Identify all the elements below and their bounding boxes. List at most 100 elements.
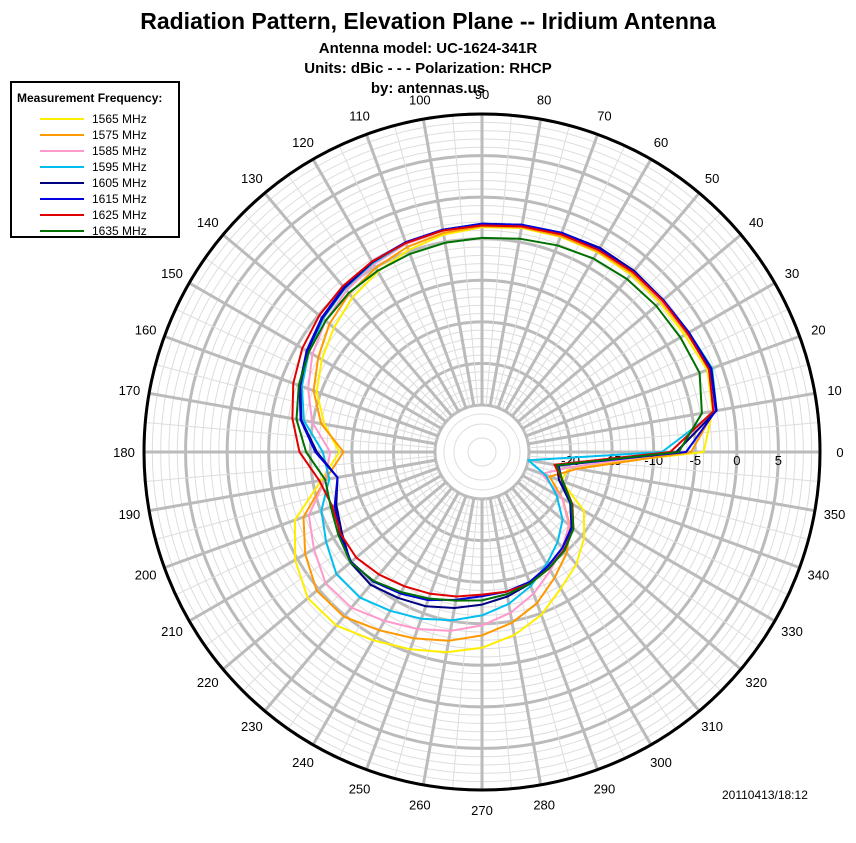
angle-tick-label: 30 [785,266,799,281]
legend-entry: 1625 MHz [12,207,180,223]
angle-tick-label: 230 [241,719,263,734]
angle-tick-label: 210 [161,624,183,639]
grid-spoke-minor [155,364,437,441]
grid-spoke-major [163,466,439,570]
angle-tick-label: 330 [781,624,803,639]
angle-tick-label: 340 [808,567,830,582]
grid-spoke-major [525,334,801,438]
angle-tick-label: 200 [135,567,157,582]
grid-circle-major [433,403,531,501]
grid-spoke-minor [242,484,450,692]
series-line-1 [302,225,716,642]
radial-tick-label: -5 [690,453,702,468]
grid-spoke-major [188,281,443,430]
angle-tick-label: 10 [827,383,841,398]
angle-tick-label: 180 [113,445,135,460]
grid-spoke-minor [514,212,722,420]
grid-spoke-minor [493,497,570,779]
polar-series [291,222,718,654]
grid-spoke-minor [175,471,440,596]
angle-tick-label: 110 [349,109,370,124]
grid-circle-inner [467,437,497,467]
grid-spoke-minor [145,422,436,449]
legend-entry: 1575 MHz [12,127,180,143]
grid-spoke-major [311,491,460,746]
angle-tick-label: 140 [197,215,219,230]
grid-spoke-minor [520,257,760,426]
legend-entry: 1615 MHz [12,191,180,207]
angle-tick-label: 40 [749,215,763,230]
angle-tick-label: 170 [119,383,141,398]
grid-spoke-major [525,466,801,570]
angle-tick-label: 90 [475,87,489,102]
grid-spoke-minor [145,455,436,482]
legend-label: 1595 MHz [92,160,147,174]
angle-tick-label: 260 [409,798,431,813]
grid-spoke-major [364,495,468,771]
chart-subtitle-model: Antenna model: UC-1624-341R [318,40,538,57]
angle-tick-label: 250 [349,781,371,796]
grid-spoke-major [222,481,447,671]
grid-spoke-major [496,133,600,409]
angle-tick-label: 20 [811,323,825,338]
grid-spoke-minor [338,145,463,410]
legend-label: 1585 MHz [92,144,147,158]
grid-spoke-major [188,474,443,623]
radial-tick-label: 5 [775,453,782,468]
grid-spoke-major [504,491,653,746]
grid-spoke-minor [501,494,626,759]
grid-spoke-major [364,133,468,409]
grid-spoke-major [148,458,436,513]
legend-label: 1575 MHz [92,128,147,142]
grid-spoke-minor [493,125,570,407]
grid-spoke-minor [485,115,512,406]
angle-tick-label: 80 [537,92,551,107]
grid-spoke-minor [242,212,450,420]
grid-spoke-major [511,192,701,417]
grid-spoke-minor [175,308,440,433]
grid-spoke-minor [528,422,819,449]
angle-tick-label: 100 [409,92,431,107]
legend-label: 1615 MHz [92,192,147,206]
angle-tick-label: 350 [824,507,846,522]
grid-spoke-minor [287,490,456,730]
grid-spoke-minor [508,490,677,730]
grid-spoke-major [488,118,543,406]
polar-tick-labels: 0102030405060708090100110120130140150160… [113,87,845,818]
legend-label: 1565 MHz [92,112,147,126]
legend-entry: 1605 MHz [12,175,180,191]
series-line-5 [298,222,717,602]
grid-spoke-major [496,495,600,771]
grid-spoke-minor [514,484,722,692]
grid-spoke-minor [527,364,809,441]
legend-swatch [40,150,84,152]
legend-title: Measurement Frequency: [17,91,163,105]
legend: Measurement Frequency: 1565 MHz 1575 MHz 1… [10,81,180,238]
grid-spoke-minor [204,478,444,647]
angle-tick-label: 290 [594,781,616,796]
angle-tick-label: 320 [745,675,767,690]
legend-swatch [40,230,84,232]
angle-tick-label: 310 [701,719,723,734]
chart-subtitle-units: Units: dBic - - - Polarization: RHCP [304,60,552,77]
angle-tick-label: 120 [292,135,314,150]
chart-title: Radiation Pattern, Elevation Plane -- Ir… [140,8,716,34]
grid-spoke-minor [508,174,677,414]
angle-tick-label: 300 [650,755,672,770]
angle-tick-label: 60 [654,135,668,150]
grid-spoke-minor [452,498,479,789]
angle-tick-label: 130 [241,171,263,186]
angle-tick-label: 270 [471,803,493,818]
legend-label: 1625 MHz [92,208,147,222]
grid-spoke-major [521,474,776,623]
grid-spoke-major [421,118,476,406]
legend-entry: 1595 MHz [12,159,180,175]
grid-spoke-minor [155,463,437,540]
angle-tick-label: 280 [533,798,555,813]
grid-spoke-minor [528,455,819,482]
angle-tick-label: 220 [197,675,219,690]
grid-spoke-minor [524,308,789,433]
angle-tick-label: 160 [135,323,157,338]
grid-spoke-minor [485,498,512,789]
grid-spoke-major [488,498,543,786]
